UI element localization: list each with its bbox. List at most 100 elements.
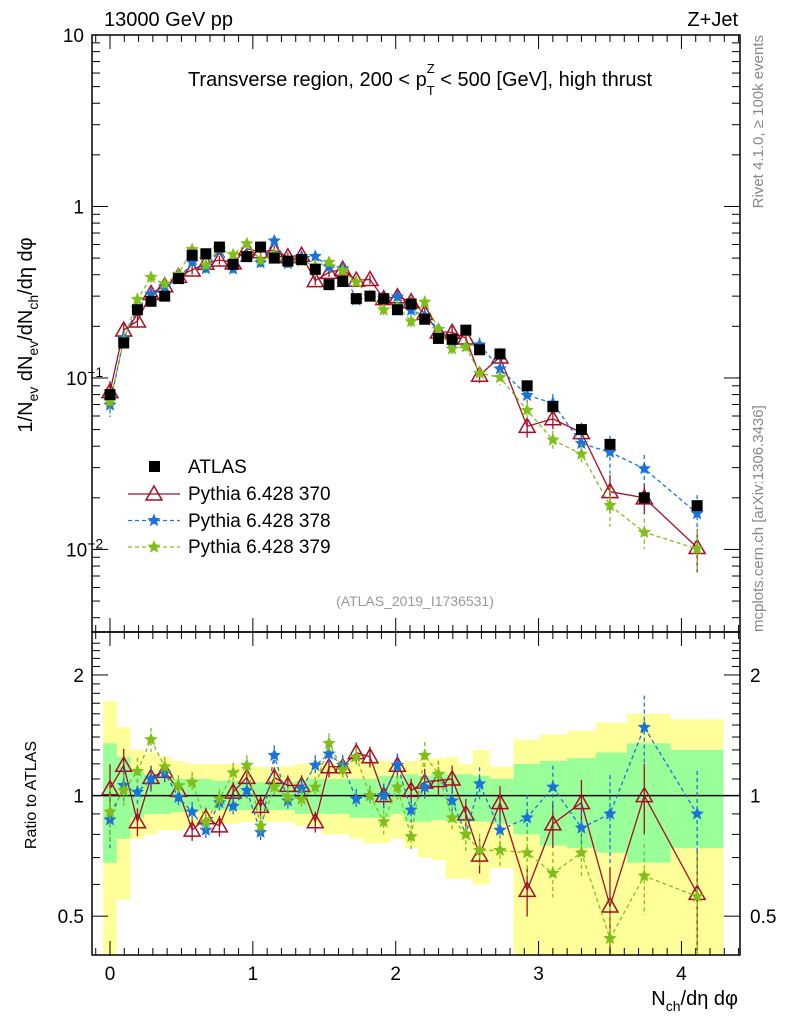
ratio-point	[363, 788, 377, 802]
ratio-point	[637, 720, 651, 733]
legend-marker	[147, 513, 161, 527]
atlas-data-point	[172, 273, 184, 285]
atlas-data-point	[419, 313, 431, 325]
data-point	[574, 436, 589, 450]
atlas-data-point	[213, 241, 225, 253]
legend-label-379: Pythia 6.428 379	[188, 537, 331, 558]
ratio-band-stat	[308, 778, 323, 814]
ratio-point	[336, 762, 350, 776]
legend-marker-atlas	[149, 461, 160, 472]
data-point	[418, 295, 432, 308]
chart-title: Transverse region, 200 < pTZ < 500 [GeV]…	[188, 61, 653, 98]
data-point	[690, 506, 704, 520]
y-tick-label: 1	[73, 197, 84, 218]
data-point	[267, 233, 281, 247]
data-point	[128, 311, 147, 328]
ratio-point	[401, 780, 421, 798]
ratio-band-stat	[540, 760, 568, 846]
ratio-point	[185, 775, 199, 788]
ratio-point	[472, 843, 487, 856]
atlas-data-point	[446, 333, 458, 345]
data-point	[520, 403, 534, 416]
ratio-point	[210, 816, 229, 833]
ratio-point	[294, 792, 309, 805]
ratio-frame	[91, 631, 741, 956]
atlas-data-point	[200, 248, 212, 260]
ratio-point	[319, 757, 339, 774]
atlas-data-point	[350, 293, 362, 305]
ratio-point	[574, 845, 589, 859]
data-point	[322, 255, 336, 268]
data-point	[637, 525, 651, 538]
legend-marker	[144, 484, 164, 501]
ratio-point	[377, 814, 391, 828]
x-axis-label: Nch/dη dφ	[651, 988, 738, 1014]
atlas-data-point	[323, 279, 335, 291]
atlas-data-point	[364, 290, 376, 302]
atlas-data-point	[145, 295, 157, 307]
ratio-point	[603, 806, 617, 820]
ratio-tick-label-right: 2	[750, 666, 761, 687]
atlas-data-point	[309, 263, 321, 275]
ratio-tick-label-left: 1	[73, 787, 84, 808]
data-point	[472, 366, 487, 379]
atlas-data-point	[494, 348, 506, 360]
ratio-point	[520, 845, 534, 859]
ratio-series-line	[109, 725, 698, 837]
data-point	[319, 262, 339, 280]
ratio-point	[144, 732, 158, 746]
ratio-point	[445, 810, 459, 824]
ratio-point	[171, 778, 186, 792]
atlas-data-point	[378, 293, 390, 305]
atlas-data-point	[282, 255, 294, 267]
atlas-data-point	[547, 401, 559, 413]
ratio-point	[267, 748, 281, 761]
atlas-data-point	[474, 344, 486, 356]
legend-marker	[147, 540, 161, 553]
ratio-point	[267, 780, 281, 793]
atlas-data-point	[104, 389, 116, 401]
atlas-data-point	[241, 251, 253, 263]
ratio-point	[349, 749, 363, 763]
x-tick-label: 4	[676, 964, 687, 985]
ratio-point	[390, 758, 405, 771]
legend-label-atlas: ATLAS	[188, 457, 247, 478]
ratio-axis-label: Ratio to ATLAS	[23, 741, 40, 849]
ratio-band-stat	[322, 778, 336, 814]
legend: ATLAS Pythia 6.428 370 Pythia 6.428 378 …	[128, 457, 331, 558]
ratio-point	[472, 776, 487, 790]
ratio-band-stat	[199, 778, 213, 811]
ratio-point	[130, 785, 145, 798]
atlas-data-point	[391, 304, 403, 316]
ratio-point	[634, 786, 654, 803]
atlas-data-point	[227, 258, 239, 270]
ratio-point	[418, 780, 432, 793]
ratio-point	[493, 843, 507, 856]
data-point	[459, 339, 473, 353]
atlas-data-point	[118, 337, 130, 349]
x-tick-label: 1	[248, 964, 259, 985]
ratio-point	[240, 758, 254, 771]
y-tick-label: 10	[63, 26, 84, 47]
data-point	[182, 260, 202, 277]
data-point	[543, 409, 563, 426]
ratio-band-stat	[489, 778, 514, 824]
ratio-point	[103, 805, 117, 818]
atlas-data-point	[432, 332, 444, 344]
ratio-tick-label-right: 0.5	[750, 907, 776, 928]
ratio-point	[442, 769, 462, 786]
data-point	[144, 287, 158, 300]
analysis-id: (ATLAS_2019_I1736531)	[336, 593, 494, 609]
ratio-point	[404, 829, 418, 843]
data-point	[546, 432, 560, 446]
ratio-point	[308, 780, 322, 793]
atlas-data-point	[460, 324, 472, 336]
atlas-data-point	[405, 298, 417, 310]
data-point	[574, 447, 589, 460]
atlas-data-point	[337, 276, 349, 288]
ratio-point	[294, 781, 309, 795]
ratio-point	[128, 812, 147, 829]
ratio-point	[281, 790, 295, 803]
ratio-tick-label-right: 1	[750, 787, 761, 808]
atlas-data-point	[604, 438, 616, 450]
